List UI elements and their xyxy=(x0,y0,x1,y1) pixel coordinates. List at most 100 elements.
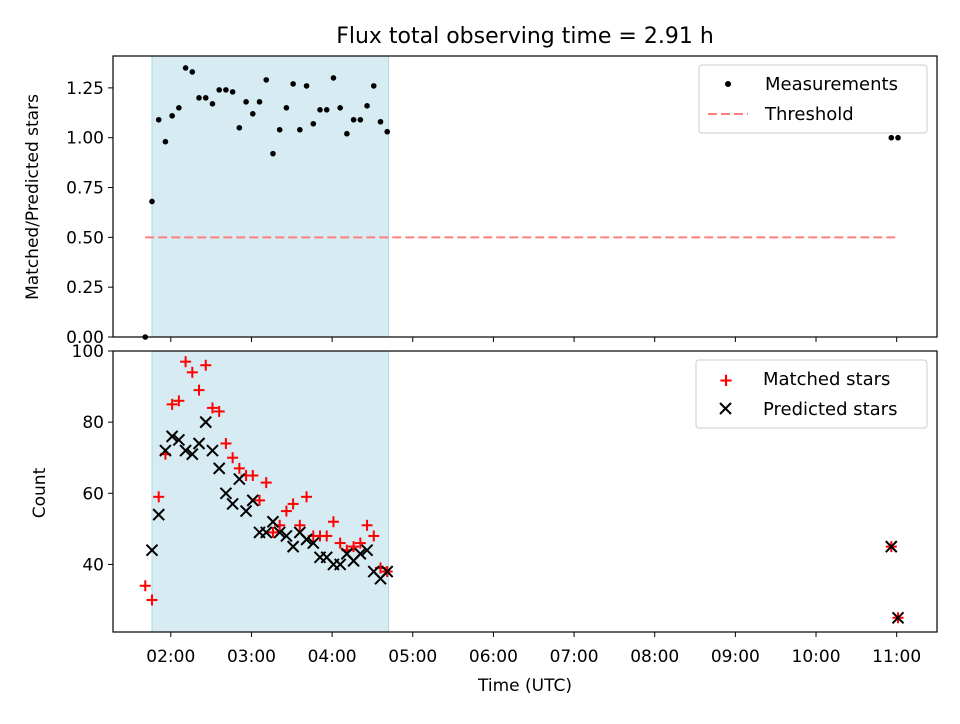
matched-point xyxy=(186,366,198,378)
measurement-point xyxy=(149,198,155,205)
predicted-point xyxy=(165,430,179,443)
matched-point xyxy=(206,402,218,414)
measurement-point xyxy=(337,105,343,111)
top-y-axis: 0.00 0.25 0.50 0.75 1.00 1.25 xyxy=(66,79,113,348)
predicted-point xyxy=(307,536,320,550)
measurement-point xyxy=(350,116,357,123)
matched-point xyxy=(368,530,380,542)
measurement-point xyxy=(317,107,323,113)
measurement-point xyxy=(155,116,162,123)
top-x-ticks xyxy=(170,337,898,342)
predicted-point xyxy=(246,494,260,507)
measurement-point xyxy=(243,99,249,105)
matched-point xyxy=(166,398,178,410)
matched-point xyxy=(220,437,232,449)
predicted-point xyxy=(199,415,212,429)
matched-point xyxy=(254,494,266,506)
predicted-point xyxy=(885,540,898,553)
measurement-point xyxy=(290,81,296,87)
measurement-point xyxy=(249,110,256,117)
predicted-point xyxy=(381,565,394,578)
legend-matched-marker: + xyxy=(718,370,733,391)
measurement-point xyxy=(888,134,895,141)
matched-point xyxy=(227,452,239,464)
top-plot-frame xyxy=(112,55,938,338)
bottom-y-tick-label: 40 xyxy=(82,555,104,575)
top-y-tick-label: 1.25 xyxy=(66,79,104,99)
predicted-point xyxy=(239,504,253,518)
measurement-point xyxy=(236,124,243,131)
measurement-point xyxy=(162,138,169,145)
bottom-shaded-band xyxy=(151,350,390,633)
matched-point xyxy=(280,505,292,517)
measurement-point xyxy=(270,150,276,157)
top-y-tick-label: 1.00 xyxy=(66,129,104,149)
x-tick-label: 06:00 xyxy=(469,647,518,667)
predicted-point xyxy=(360,543,374,557)
measurement-point xyxy=(377,118,384,125)
legend-predicted-marker xyxy=(719,402,732,415)
top-y-axis-label: Matched/Predicted stars xyxy=(23,94,43,300)
x-tick-label: 11:00 xyxy=(872,647,921,667)
matched-point xyxy=(180,356,192,368)
matched-point xyxy=(213,405,225,417)
predicted-point xyxy=(354,547,367,560)
chart-title: Flux total observing time = 2.91 h xyxy=(336,24,714,49)
matched-point xyxy=(334,537,346,549)
top-legend-box xyxy=(698,64,928,134)
predicted-point xyxy=(226,497,239,511)
top-y-tick-label: 0.75 xyxy=(66,179,104,199)
x-tick-label: 07:00 xyxy=(550,647,599,667)
bottom-y-axis: 40 60 80 100 xyxy=(72,342,113,575)
matched-point xyxy=(193,384,205,396)
bottom-x-axis: 02:00 03:00 04:00 05:00 06:00 07:00 08:00 09:00… xyxy=(146,632,921,667)
measurement-point xyxy=(364,103,370,109)
x-tick-label: 10:00 xyxy=(792,647,841,667)
predicted-point xyxy=(152,508,165,521)
matched-point xyxy=(287,498,299,510)
matched-point xyxy=(361,519,373,531)
measurement-point xyxy=(303,83,310,89)
x-tick-label: 03:00 xyxy=(227,647,276,667)
measurement-point xyxy=(256,99,263,105)
predicted-point xyxy=(212,462,226,475)
matched-point xyxy=(233,462,245,474)
bottom-x-axis-label: Time (UTC) xyxy=(477,676,572,696)
measurement-point xyxy=(202,95,209,101)
predicted-point xyxy=(333,558,347,571)
x-tick-label: 08:00 xyxy=(630,647,679,667)
measurement-point xyxy=(216,87,222,93)
bottom-y-tick-label: 80 xyxy=(82,413,104,433)
measurement-point xyxy=(297,126,303,133)
measurement-point xyxy=(357,116,364,123)
measurement-point xyxy=(323,107,330,113)
matched-point xyxy=(267,526,279,538)
matched-point xyxy=(153,491,165,503)
predicted-point xyxy=(891,611,905,624)
predicted-point xyxy=(260,526,273,539)
predicted-point xyxy=(300,533,313,546)
legend-threshold-label: Threshold xyxy=(764,104,854,125)
predicted-point xyxy=(159,444,172,457)
predicted-point xyxy=(206,444,219,457)
top-y-tick-label: 0.25 xyxy=(66,278,104,298)
measurement-point xyxy=(344,130,350,137)
legend-measurements-marker xyxy=(725,81,731,87)
bottom-y-tick-label: 60 xyxy=(82,484,104,504)
x-tick-label: 05:00 xyxy=(388,647,437,667)
matched-point xyxy=(354,537,366,549)
bottom-y-axis-label: Count xyxy=(30,467,50,518)
x-tick-label: 09:00 xyxy=(711,647,760,667)
legend-matched-label: Matched stars xyxy=(763,369,890,390)
bottom-legend-box xyxy=(695,359,928,429)
top-y-tick-label: 0.50 xyxy=(66,228,104,248)
measurement-point xyxy=(209,101,216,107)
measurement-point xyxy=(182,65,189,71)
measurement-point xyxy=(223,87,229,93)
predicted-point xyxy=(273,526,286,539)
matched-point xyxy=(260,477,272,489)
top-shaded-band xyxy=(151,55,390,338)
bottom-y-tick-label: 100 xyxy=(72,342,104,362)
matched-point xyxy=(301,491,313,503)
